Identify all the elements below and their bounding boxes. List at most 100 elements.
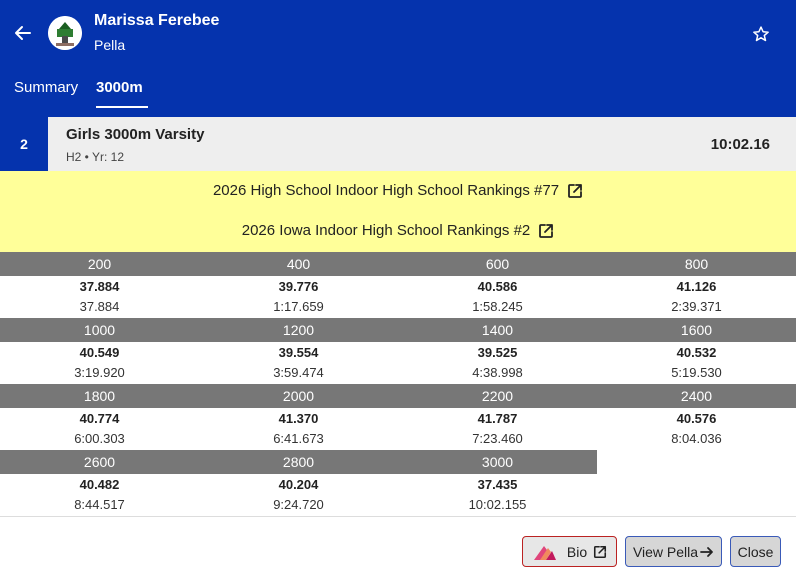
bio-button[interactable]: Bio <box>522 536 617 567</box>
external-link-icon <box>594 545 607 558</box>
split-cumulative-time: 6:41.673 <box>273 431 324 446</box>
ranking-link-national[interactable]: 2026 High School Indoor High School Rank… <box>0 182 796 199</box>
split-row: 1000 40.549 3:19.920 1200 39.554 3:59.47… <box>0 318 796 384</box>
external-link-icon <box>539 223 554 238</box>
close-button[interactable]: Close <box>730 536 781 567</box>
team-logo-icon <box>48 16 82 50</box>
split-lap-time: 40.576 <box>676 411 717 426</box>
bio-button-label: Bio <box>566 543 588 560</box>
arrow-right-icon <box>700 546 713 557</box>
split-distance: 1400 <box>481 322 514 338</box>
split-distance: 2000 <box>282 388 315 404</box>
split-cell: 3000 37.435 10:02.155 <box>398 450 597 516</box>
tab-summary[interactable]: Summary <box>14 79 79 96</box>
split-distance: 2800 <box>282 454 315 470</box>
splits-grid: 200 37.884 37.884 400 39.776 1:17.659 60… <box>0 252 796 516</box>
event-subtitle: H2 • Yr: 12 <box>66 150 125 164</box>
split-distance: 600 <box>485 256 510 272</box>
view-team-button[interactable]: View Pella <box>625 536 722 567</box>
ranking-label: 2026 Iowa Indoor High School Rankings #2 <box>241 222 531 239</box>
split-lap-time: 40.774 <box>79 411 120 426</box>
split-lap-time: 39.525 <box>477 345 518 360</box>
app-header: Marissa Ferebee Pella Summary 3000m <box>0 0 796 117</box>
event-result-row: 2 Girls 3000m Varsity H2 • Yr: 12 10:02.… <box>0 117 796 171</box>
split-cell: 1200 39.554 3:59.474 <box>199 318 398 384</box>
split-row-header-bar <box>0 384 796 408</box>
split-row: 1800 40.774 6:00.303 2000 41.370 6:41.67… <box>0 384 796 450</box>
arrow-left-icon <box>15 26 31 40</box>
split-distance: 400 <box>286 256 311 272</box>
split-lap-time: 40.549 <box>79 345 120 360</box>
split-cumulative-time: 3:59.474 <box>273 365 324 380</box>
active-tab-indicator <box>96 106 148 108</box>
split-lap-time: 37.884 <box>79 279 120 294</box>
split-distance: 1800 <box>83 388 116 404</box>
star-outline-icon <box>753 26 769 42</box>
ranking-link-state[interactable]: 2026 Iowa Indoor High School Rankings #2 <box>0 222 796 239</box>
split-distance: 1600 <box>680 322 713 338</box>
split-cell: 2000 41.370 6:41.673 <box>199 384 398 450</box>
place-badge: 2 <box>0 117 48 171</box>
split-distance: 2200 <box>481 388 514 404</box>
split-cumulative-time: 9:24.720 <box>273 497 324 512</box>
split-cumulative-time: 7:23.460 <box>472 431 523 446</box>
split-row-header-bar <box>0 318 796 342</box>
event-time: 10:02.16 <box>710 136 770 153</box>
back-button[interactable] <box>10 20 36 46</box>
split-lap-time: 37.435 <box>477 477 518 492</box>
split-cell: 400 39.776 1:17.659 <box>199 252 398 318</box>
split-lap-time: 40.532 <box>676 345 717 360</box>
split-cell: 600 40.586 1:58.245 <box>398 252 597 318</box>
footer-divider <box>0 516 796 517</box>
split-cumulative-time: 1:17.659 <box>273 299 324 314</box>
split-distance: 200 <box>87 256 112 272</box>
split-distance: 2400 <box>680 388 713 404</box>
split-distance: 2600 <box>83 454 116 470</box>
split-lap-time: 40.204 <box>278 477 319 492</box>
split-lap-time: 41.370 <box>278 411 319 426</box>
split-cumulative-time: 37.884 <box>79 299 120 314</box>
split-distance: 1000 <box>83 322 116 338</box>
team-name[interactable]: Pella <box>94 37 126 53</box>
split-cumulative-time: 10:02.155 <box>468 497 527 512</box>
favorite-button[interactable] <box>749 22 773 46</box>
split-cell: 1400 39.525 4:38.998 <box>398 318 597 384</box>
split-cumulative-time: 6:00.303 <box>74 431 125 446</box>
split-lap-time: 40.586 <box>477 279 518 294</box>
team-logo-avatar <box>48 16 82 50</box>
split-lap-time: 41.787 <box>477 411 518 426</box>
split-distance: 3000 <box>481 454 514 470</box>
tab-3000m[interactable]: 3000m <box>96 79 143 96</box>
split-cumulative-time: 2:39.371 <box>671 299 722 314</box>
split-cumulative-time: 3:19.920 <box>74 365 125 380</box>
split-cell: 2600 40.482 8:44.517 <box>0 450 199 516</box>
split-cumulative-time: 8:04.036 <box>671 431 722 446</box>
split-lap-time: 41.126 <box>676 279 717 294</box>
split-row: 200 37.884 37.884 400 39.776 1:17.659 60… <box>0 252 796 318</box>
split-cumulative-time: 8:44.517 <box>74 497 125 512</box>
split-cell: 2800 40.204 9:24.720 <box>199 450 398 516</box>
split-cell: 200 37.884 37.884 <box>0 252 199 318</box>
split-cell: 1800 40.774 6:00.303 <box>0 384 199 450</box>
split-cell: 1600 40.532 5:19.530 <box>597 318 796 384</box>
split-lap-time: 40.482 <box>79 477 120 492</box>
external-link-icon <box>568 183 582 198</box>
view-team-button-label: View Pella <box>632 543 699 560</box>
split-cumulative-time: 4:38.998 <box>472 365 523 380</box>
split-lap-time: 39.776 <box>278 279 319 294</box>
athlete-name[interactable]: Marissa Ferebee <box>94 12 220 29</box>
bio-brand-logo-icon <box>533 545 556 560</box>
split-cumulative-time: 5:19.530 <box>671 365 722 380</box>
event-title[interactable]: Girls 3000m Varsity <box>66 126 205 143</box>
split-cell: 2400 40.576 8:04.036 <box>597 384 796 450</box>
split-distance: 800 <box>684 256 709 272</box>
split-distance: 1200 <box>282 322 315 338</box>
split-row-header-bar <box>0 252 796 276</box>
split-cell: 800 41.126 2:39.371 <box>597 252 796 318</box>
ranking-label: 2026 High School Indoor High School Rank… <box>212 182 560 199</box>
split-cumulative-time: 1:58.245 <box>472 299 523 314</box>
split-row: 2600 40.482 8:44.517 2800 40.204 9:24.72… <box>0 450 796 516</box>
rankings-banner: 2026 High School Indoor High School Rank… <box>0 171 796 252</box>
split-row-header-bar <box>0 450 597 474</box>
split-lap-time: 39.554 <box>278 345 319 360</box>
